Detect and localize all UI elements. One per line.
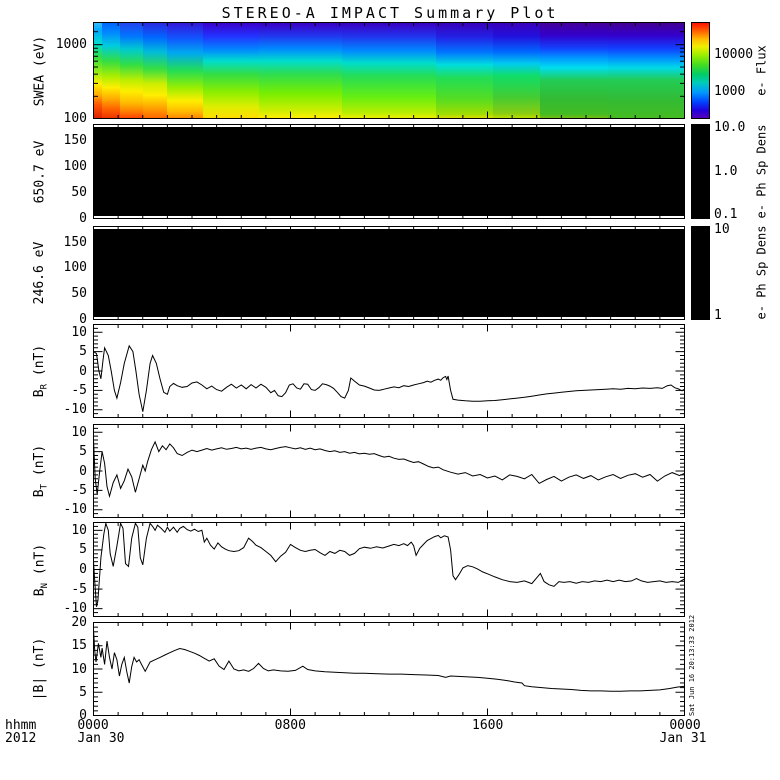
spectrogram-column xyxy=(608,23,685,118)
b-t-ytick-label: 5 xyxy=(79,444,87,460)
pad-246-6-ev-axes xyxy=(93,226,685,320)
swea-spectrogram-axis-title: SWEA (eV) xyxy=(32,35,47,106)
pad-246-6-ev-ytick-label: 150 xyxy=(63,234,87,250)
spectrogram-column xyxy=(143,23,168,118)
pad-650-7-ev-data-image xyxy=(94,127,684,216)
x-tick-date-label: Jan 31 xyxy=(659,731,707,746)
spectrogram-column xyxy=(258,23,343,118)
b-r-panel xyxy=(93,324,685,418)
page-title: STEREO-A IMPACT Summary Plot xyxy=(221,4,559,22)
b-t-ytick-label: -5 xyxy=(71,482,87,498)
b-r-ytick-label: -10 xyxy=(63,402,87,418)
b-n-ytick-label: 5 xyxy=(79,542,87,558)
x-tick-time-label: 0000 xyxy=(669,718,701,733)
pad-246-6-ev-ytick-label: 50 xyxy=(71,286,87,302)
pad-650-7-ev-colorbar xyxy=(691,124,710,219)
b-n-ytick-label: 0 xyxy=(79,562,87,577)
swea-spectrogram-colorbar xyxy=(691,22,710,119)
b-r-axes xyxy=(93,324,685,418)
b-n-ytick-label: 10 xyxy=(71,522,87,538)
spectrogram-column xyxy=(539,23,609,118)
pad-650-7-ev-ytick-label: 0 xyxy=(79,211,87,226)
pad-246-6-ev-colorbar-tick-label: 1 xyxy=(714,308,722,324)
swea-spectrogram-axes xyxy=(93,22,685,119)
pad-650-7-ev-panel xyxy=(93,124,685,219)
pad-246-6-ev-colorbar xyxy=(691,226,710,320)
swea-spectrogram-ytick-label: 100 xyxy=(63,111,87,126)
pad-246-6-ev-ytick-label: 100 xyxy=(63,260,87,276)
b-t-trace xyxy=(93,439,685,499)
b-n-panel xyxy=(93,522,685,617)
b-n-trace xyxy=(93,522,685,607)
x-tick-time-label: 1600 xyxy=(472,718,504,733)
pad-650-7-ev-colorbar-tick-label: 1.0 xyxy=(714,163,738,179)
pad-650-7-ev-ytick-label: 50 xyxy=(71,184,87,200)
b-t-panel xyxy=(93,424,685,518)
x-axis-format-label: hhmm xyxy=(5,718,37,733)
b-mag-ytick-label: 15 xyxy=(71,638,87,654)
b-r-ytick-label: 5 xyxy=(79,344,87,360)
creation-timestamp: Sat Jun 16 20:13:33 2012 xyxy=(688,614,696,716)
b-mag-ytick-label: 10 xyxy=(71,661,87,677)
spectrogram-column xyxy=(167,23,204,118)
b-mag-axis-title: |B| (nT) xyxy=(32,637,47,701)
spectrogram-column xyxy=(202,23,260,118)
x-tick-time-label: 0800 xyxy=(274,718,306,733)
x-tick-date-label: Jan 30 xyxy=(77,731,125,746)
pad-650-7-ev-colorbar-tick-label: 0.1 xyxy=(714,207,738,223)
pad-246-6-ev-axis-title: 246.6 eV xyxy=(32,241,47,305)
spectrogram-column xyxy=(492,23,541,118)
b-r-ytick-label: -5 xyxy=(71,382,87,398)
b-mag-ytick-label: 5 xyxy=(79,684,87,700)
pad-650-7-ev-ytick-label: 150 xyxy=(63,132,87,148)
b-mag-ytick-label: 20 xyxy=(71,615,87,630)
b-n-axes xyxy=(93,522,685,617)
pad-246-6-ev-panel xyxy=(93,226,685,320)
pad-246-6-ev-colorbar-tick-label: 10 xyxy=(714,221,730,237)
swea-spectrogram-panel xyxy=(93,22,685,119)
x-axis-year-label: 2012 xyxy=(5,731,37,746)
b-t-ytick-label: 0 xyxy=(79,463,87,479)
swea-spectrogram-colorbar-tick-label: 1000 xyxy=(714,83,746,99)
pad-650-7-ev-ytick-label: 100 xyxy=(63,158,87,174)
swea-spectrogram-ytick-label: 1000 xyxy=(55,37,87,53)
b-mag-trace xyxy=(93,629,685,692)
pad-246-6-ev-data-image xyxy=(94,229,684,317)
b-t-axis-title: BT (nT) xyxy=(32,444,50,498)
x-tick-time-label: 0000 xyxy=(77,718,109,733)
spectrogram-column xyxy=(341,23,437,118)
spectrogram-column xyxy=(436,23,494,118)
b-r-trace xyxy=(93,344,685,412)
b-t-axes xyxy=(93,424,685,518)
spectrogram-column xyxy=(101,23,121,118)
b-n-axis-title: BN (nT) xyxy=(32,543,50,596)
b-n-ytick-label: -10 xyxy=(63,601,87,617)
b-r-ytick-label: 10 xyxy=(71,324,87,340)
pad-650-7-ev-colorbar-tick-label: 10.0 xyxy=(714,119,746,135)
pad-650-7-ev-axes xyxy=(93,124,685,219)
b-mag-axes xyxy=(93,622,685,716)
b-t-ytick-label: -10 xyxy=(63,502,87,518)
pad-650-7-ev-axis-title: 650.7 eV xyxy=(32,140,47,203)
b-mag-ytick-label: 0 xyxy=(79,708,87,723)
spectrogram-column xyxy=(93,23,103,118)
b-t-ytick-label: 10 xyxy=(71,424,87,440)
spectrogram-column xyxy=(119,23,144,118)
pad-246-6-ev-colorbar-title: e- Ph Sp Dens xyxy=(754,225,769,320)
b-mag-panel xyxy=(93,622,685,716)
pad-246-6-ev-ytick-label: 0 xyxy=(79,312,87,327)
b-n-ytick-label: -5 xyxy=(71,581,87,597)
swea-spectrogram-colorbar-tick-label: 10000 xyxy=(714,46,754,62)
b-r-axis-title: BR (nT) xyxy=(32,344,50,398)
b-r-ytick-label: 0 xyxy=(79,363,87,379)
